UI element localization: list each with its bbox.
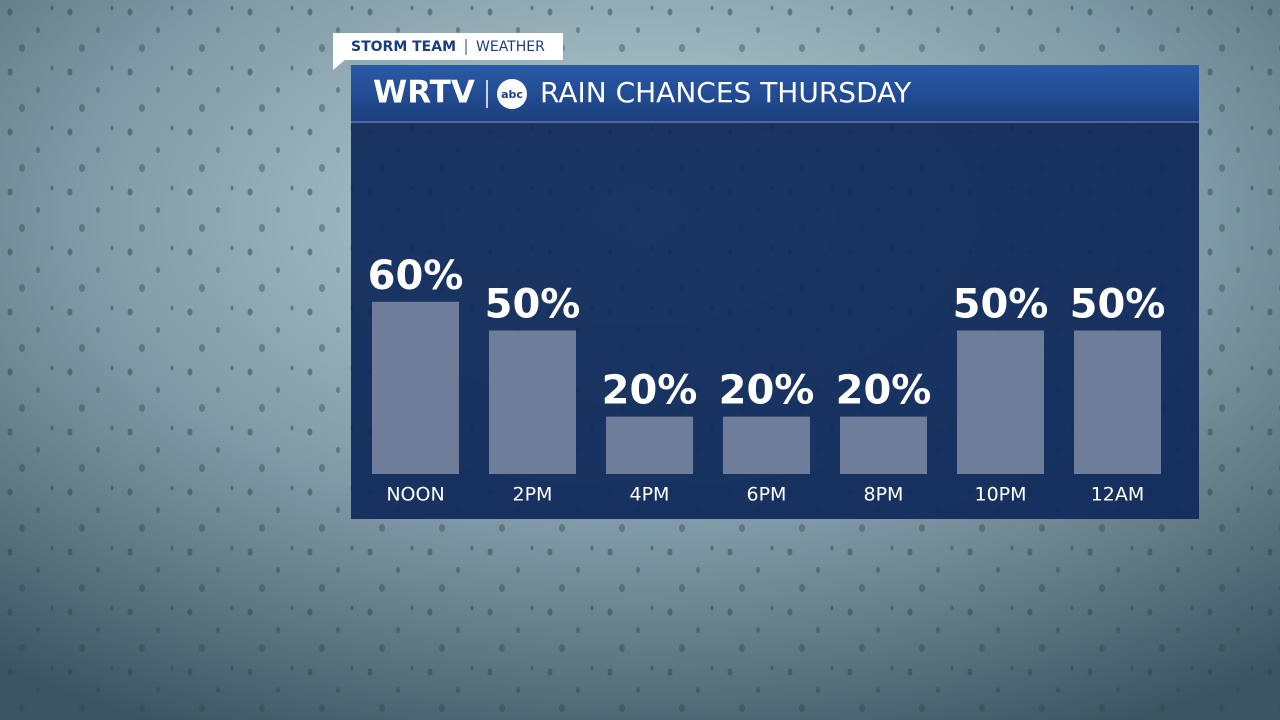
tag-tail — [333, 60, 345, 70]
bar — [723, 416, 810, 474]
bar — [957, 330, 1044, 474]
value-label: 20% — [719, 368, 815, 414]
x-tick-label: NOON — [386, 484, 444, 506]
station-logo: WRTV — [373, 75, 475, 111]
value-label: 20% — [602, 368, 698, 414]
bar — [840, 416, 927, 474]
value-label: 20% — [836, 368, 932, 414]
x-tick-label: 8PM — [864, 484, 904, 506]
x-tick-label: 12AM — [1091, 484, 1145, 506]
x-tick-label: 10PM — [974, 484, 1026, 506]
bar — [1074, 330, 1161, 474]
x-tick-label: 4PM — [630, 484, 670, 506]
network-logo — [497, 79, 527, 109]
x-tick-label: 2PM — [513, 484, 553, 506]
tag-text: STORM TEAM — [351, 39, 456, 55]
value-label: 60% — [368, 253, 464, 299]
tag-box — [333, 33, 563, 60]
bar — [606, 416, 693, 474]
bar — [372, 301, 459, 474]
tag-section: WEATHER — [476, 39, 545, 55]
panel-header — [351, 65, 1199, 122]
value-label: 50% — [485, 282, 581, 328]
network-logo-text: abc — [501, 88, 523, 101]
value-label: 50% — [1070, 282, 1166, 328]
chart-title: RAIN CHANCES THURSDAY — [540, 76, 912, 109]
x-tick-label: 6PM — [747, 484, 787, 506]
bar — [489, 330, 576, 474]
value-label: 50% — [953, 282, 1049, 328]
